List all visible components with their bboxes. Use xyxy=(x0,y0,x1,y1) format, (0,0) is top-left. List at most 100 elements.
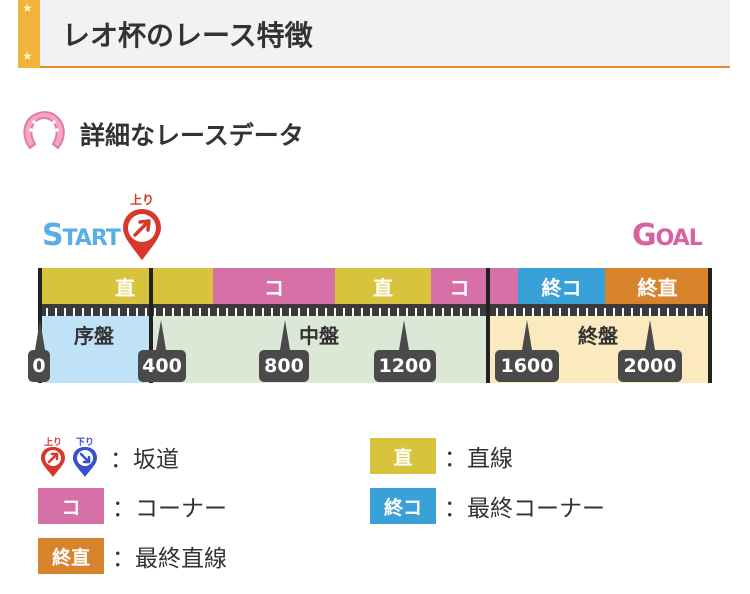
distance-marker: 1600 xyxy=(495,350,559,382)
segment-straight: 直 xyxy=(40,268,151,304)
uphill-pin-icon: 上り xyxy=(41,436,65,477)
distance-tick xyxy=(271,308,273,316)
legend-corner: コ ：コーナー xyxy=(38,488,227,524)
distance-tick xyxy=(523,308,525,316)
horseshoe-icon xyxy=(23,111,65,150)
distance-tick xyxy=(100,308,102,316)
distance-tick xyxy=(460,308,462,316)
distance-tick xyxy=(91,308,93,316)
distance-tick xyxy=(64,308,66,316)
downhill-pin-icon: 下り xyxy=(73,437,97,477)
distance-tick xyxy=(352,308,354,316)
distance-tick xyxy=(136,308,138,316)
course-divider xyxy=(486,268,490,383)
phase-middle-label: 中盤 xyxy=(299,324,339,348)
distance-tick xyxy=(577,308,579,316)
distance-tick xyxy=(226,308,228,316)
distance-tick xyxy=(559,308,561,316)
distance-tick xyxy=(658,308,660,316)
distance-tick xyxy=(397,308,399,316)
legend-final-straight: 終直 ：最終直線 xyxy=(38,538,227,574)
segment-corner: コ xyxy=(431,268,488,304)
legend-corner-text: ：コーナー xyxy=(112,496,227,522)
legend-uphill-label: 上り xyxy=(44,436,62,448)
distance-tick xyxy=(172,308,174,316)
segment-straight: 直 xyxy=(335,268,431,304)
distance-tick xyxy=(298,308,300,316)
goal-label: GOAL xyxy=(632,218,703,253)
distance-tick xyxy=(505,308,507,316)
phase-late-label: 終盤 xyxy=(578,324,618,348)
distance-pointer xyxy=(156,320,166,350)
distance-tick xyxy=(217,308,219,316)
distance-tick xyxy=(244,308,246,316)
segment-corner: コ xyxy=(213,268,335,304)
distance-tick xyxy=(541,308,543,316)
page-header: ★ ★ レオ杯のレース特徴 xyxy=(18,0,730,68)
distance-tick xyxy=(343,308,345,316)
start-label-initial: S xyxy=(42,218,64,253)
legend-slope: 上り 下り ：坂道 xyxy=(38,436,179,478)
legend-slope-text: ：坂道 xyxy=(110,447,179,473)
distance-marker: 800 xyxy=(259,350,309,382)
distance-tick xyxy=(415,308,417,316)
legend-final-corner-chip: 終コ xyxy=(370,488,436,524)
uphill-pin-icon: 上り xyxy=(120,192,164,264)
page-title: レオ杯のレース特徴 xyxy=(62,19,313,52)
segment-straight xyxy=(151,268,213,304)
goal-label-initial: G xyxy=(632,218,657,253)
distance-tick xyxy=(469,308,471,316)
distance-tick xyxy=(649,308,651,316)
distance-tick xyxy=(685,308,687,316)
distance-tick xyxy=(370,308,372,316)
distance-tick xyxy=(676,308,678,316)
distance-tick xyxy=(586,308,588,316)
distance-tick xyxy=(73,308,75,316)
distance-tick xyxy=(640,308,642,316)
distance-tick xyxy=(280,308,282,316)
distance-tick xyxy=(703,308,705,316)
legend-straight: 直 ：直線 xyxy=(370,438,513,474)
distance-marker: 400 xyxy=(138,350,186,382)
distance-tick xyxy=(289,308,291,316)
distance-tick xyxy=(451,308,453,316)
distance-tick xyxy=(253,308,255,316)
distance-tick xyxy=(514,308,516,316)
distance-tick xyxy=(181,308,183,316)
legend-straight-text: ：直線 xyxy=(444,446,513,472)
distance-tick xyxy=(82,308,84,316)
legend-straight-chip: 直 xyxy=(370,438,436,474)
distance-tick xyxy=(388,308,390,316)
star-icon: ★ xyxy=(22,49,33,63)
section-title: 詳細なレースデータ xyxy=(80,121,304,150)
distance-tick xyxy=(478,308,480,316)
distance-tick xyxy=(190,308,192,316)
distance-tick xyxy=(406,308,408,316)
distance-marker: 0 xyxy=(28,350,50,382)
distance-tick xyxy=(235,308,237,316)
distance-tick xyxy=(379,308,381,316)
distance-tick-bar xyxy=(40,304,710,316)
legend-final-straight-chip: 終直 xyxy=(38,538,104,574)
distance-tick xyxy=(325,308,327,316)
goal-label-rest: OAL xyxy=(655,226,703,251)
distance-tick xyxy=(55,308,57,316)
segment-final-corner: 終コ xyxy=(518,268,605,304)
distance-tick xyxy=(550,308,552,316)
legend-downhill-label: 下り xyxy=(76,437,94,448)
distance-tick xyxy=(208,308,210,316)
distance-pointer xyxy=(280,320,290,350)
course-divider xyxy=(708,268,712,383)
distance-pointer xyxy=(399,320,409,350)
segment-final-straight: 終直 xyxy=(605,268,710,304)
segment-corner xyxy=(488,268,518,304)
distance-tick xyxy=(622,308,624,316)
phase-early-label: 序盤 xyxy=(74,324,114,348)
distance-tick xyxy=(442,308,444,316)
start-label: START xyxy=(42,218,121,253)
distance-tick xyxy=(109,308,111,316)
distance-pointer xyxy=(35,320,45,350)
distance-marker: 2000 xyxy=(618,350,682,382)
star-icon: ★ xyxy=(22,1,33,15)
distance-tick xyxy=(694,308,696,316)
